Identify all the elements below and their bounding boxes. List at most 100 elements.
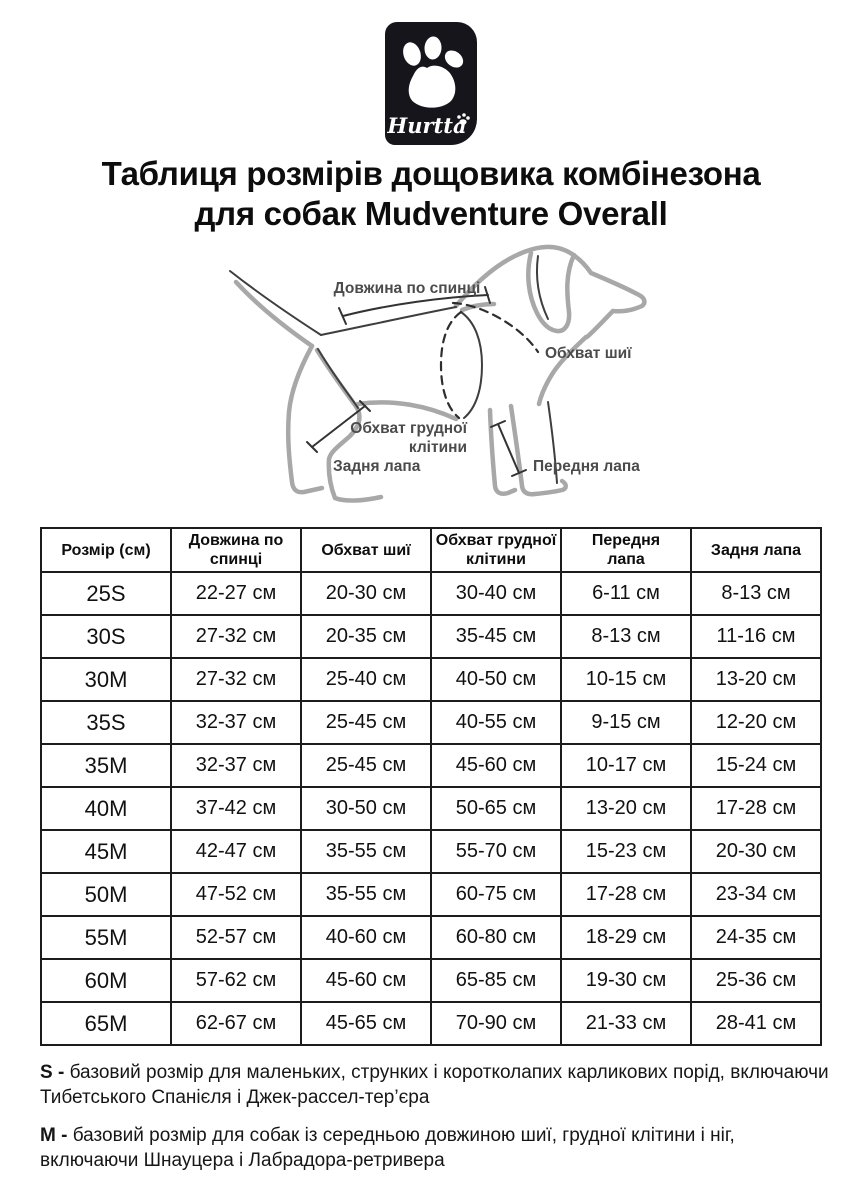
table-row: 55M 52-57 см 40-60 см 60-80 см 18-29 см 24-35… xyxy=(40,915,822,960)
note-text: базовий розмір для маленьких, струнких і… xyxy=(40,1062,829,1108)
value-cell: 30-50 см xyxy=(300,786,432,831)
value-cell: 42-47 см xyxy=(170,829,302,874)
value-cell: 45-60 см xyxy=(430,743,562,788)
value-cell: 8-13 см xyxy=(560,614,692,659)
value-cell: 45-65 см xyxy=(300,1001,432,1046)
value-cell: 47-52 см xyxy=(170,872,302,917)
table-row: 50M 47-52 см 35-55 см 60-75 см 17-28 см 23-34… xyxy=(40,872,822,917)
note-text: базовий розмір для собак із середньою до… xyxy=(40,1125,735,1171)
value-cell: 13-20 см xyxy=(560,786,692,831)
value-cell: 8-13 см xyxy=(690,571,822,616)
measurement-lines xyxy=(306,286,527,477)
value-cell: 30-40 см xyxy=(430,571,562,616)
value-cell: 20-35 см xyxy=(300,614,432,659)
size-table-body: 25S 22-27 см 20-30 см 30-40 см 6-11 см 8-13 с… xyxy=(40,571,822,1046)
back-length-label: Довжина по спинці xyxy=(334,280,481,297)
size-cell: 55M xyxy=(40,915,172,960)
table-row: 30S 27-32 см 20-35 см 35-45 см 8-13 см 11-16 … xyxy=(40,614,822,659)
value-cell: 15-23 см xyxy=(560,829,692,874)
dog-outline xyxy=(233,244,647,503)
value-cell: 32-37 см xyxy=(170,743,302,788)
column-header: Обхват грудної клітини xyxy=(430,527,562,573)
value-cell: 21-33 см xyxy=(560,1001,692,1046)
value-cell: 11-16 см xyxy=(690,614,822,659)
table-row: 45M 42-47 см 35-55 см 55-70 см 15-23 см 20-30… xyxy=(40,829,822,874)
size-cell: 35S xyxy=(40,700,172,745)
value-cell: 35-55 см xyxy=(300,872,432,917)
dog-measurement-diagram: Довжина по спинці Обхват шиї Обхват груд… xyxy=(200,240,660,520)
column-header: Задня лапа xyxy=(690,527,822,573)
value-cell: 65-85 см xyxy=(430,958,562,1003)
note: M - базовий розмір для собак із середньо… xyxy=(40,1123,832,1173)
table-row: 35M 32-37 см 25-45 см 45-60 см 10-17 см 15-24… xyxy=(40,743,822,788)
value-cell: 37-42 см xyxy=(170,786,302,831)
value-cell: 23-34 см xyxy=(690,872,822,917)
size-cell: 60M xyxy=(40,958,172,1003)
value-cell: 35-45 см xyxy=(430,614,562,659)
brand-name: Hurtta xyxy=(386,113,466,138)
value-cell: 9-15 см xyxy=(560,700,692,745)
value-cell: 50-65 см xyxy=(430,786,562,831)
table-row: 65M 62-67 см 45-65 см 70-90 см 21-33 см 28-41… xyxy=(40,1001,822,1046)
value-cell: 15-24 см xyxy=(690,743,822,788)
value-cell: 32-37 см xyxy=(170,700,302,745)
size-cell: 25S xyxy=(40,571,172,616)
value-cell: 27-32 см xyxy=(170,657,302,702)
value-cell: 19-30 см xyxy=(560,958,692,1003)
column-header: Обхват шиї xyxy=(300,527,432,573)
note: S - базовий розмір для маленьких, струнк… xyxy=(40,1060,832,1110)
size-cell: 50M xyxy=(40,872,172,917)
column-header: Розмір (см) xyxy=(40,527,172,573)
value-cell: 62-67 см xyxy=(170,1001,302,1046)
value-cell: 45-60 см xyxy=(300,958,432,1003)
value-cell: 17-28 см xyxy=(690,786,822,831)
table-row: 25S 22-27 см 20-30 см 30-40 см 6-11 см 8-13 с… xyxy=(40,571,822,616)
value-cell: 10-15 см xyxy=(560,657,692,702)
table-row: 40M 37-42 см 30-50 см 50-65 см 13-20 см 17-28… xyxy=(40,786,822,831)
size-cell: 30S xyxy=(40,614,172,659)
value-cell: 12-20 см xyxy=(690,700,822,745)
value-cell: 17-28 см xyxy=(560,872,692,917)
value-cell: 70-90 см xyxy=(430,1001,562,1046)
table-row: 35S 32-37 см 25-45 см 40-55 см 9-15 см 12-20 … xyxy=(40,700,822,745)
paw-logo-icon: Hurtta xyxy=(386,36,470,138)
size-cell: 45M xyxy=(40,829,172,874)
value-cell: 28-41 см xyxy=(690,1001,822,1046)
note-prefix: M - xyxy=(40,1125,68,1146)
value-cell: 60-75 см xyxy=(430,872,562,917)
note-prefix: S - xyxy=(40,1062,65,1083)
page-title-line2: для собак Mudventure Overall xyxy=(194,195,668,232)
value-cell: 40-60 см xyxy=(300,915,432,960)
value-cell: 22-27 см xyxy=(170,571,302,616)
hurtta-logo: Hurtta xyxy=(385,22,477,145)
value-cell: 25-36 см xyxy=(690,958,822,1003)
page-title-line1: Таблиця розмірів дощовика комбінезона xyxy=(101,155,761,192)
value-cell: 40-50 см xyxy=(430,657,562,702)
value-cell: 27-32 см xyxy=(170,614,302,659)
value-cell: 57-62 см xyxy=(170,958,302,1003)
value-cell: 60-80 см xyxy=(430,915,562,960)
size-cell: 30M xyxy=(40,657,172,702)
value-cell: 25-45 см xyxy=(300,743,432,788)
column-header: Довжина по спинці xyxy=(170,527,302,573)
size-cell: 35M xyxy=(40,743,172,788)
value-cell: 13-20 см xyxy=(690,657,822,702)
value-cell: 10-17 см xyxy=(560,743,692,788)
value-cell: 18-29 см xyxy=(560,915,692,960)
chest-girth-label-line2: клітини xyxy=(409,439,467,456)
size-cell: 40M xyxy=(40,786,172,831)
value-cell: 40-55 см xyxy=(430,700,562,745)
value-cell: 24-35 см xyxy=(690,915,822,960)
value-cell: 20-30 см xyxy=(690,829,822,874)
girth-dashed-lines xyxy=(439,301,540,420)
size-cell: 65M xyxy=(40,1001,172,1046)
value-cell: 35-55 см xyxy=(300,829,432,874)
chest-girth-label-line1: Обхват грудної xyxy=(350,420,467,437)
size-table-header-row: Розмір (см) Довжина по спинці Обхват шиї Об… xyxy=(40,527,822,573)
value-cell: 25-40 см xyxy=(300,657,432,702)
table-row: 30M 27-32 см 25-40 см 40-50 см 10-15 см 13-20… xyxy=(40,657,822,702)
value-cell: 20-30 см xyxy=(300,571,432,616)
column-header: Передня лапа xyxy=(560,527,692,573)
value-cell: 55-70 см xyxy=(430,829,562,874)
